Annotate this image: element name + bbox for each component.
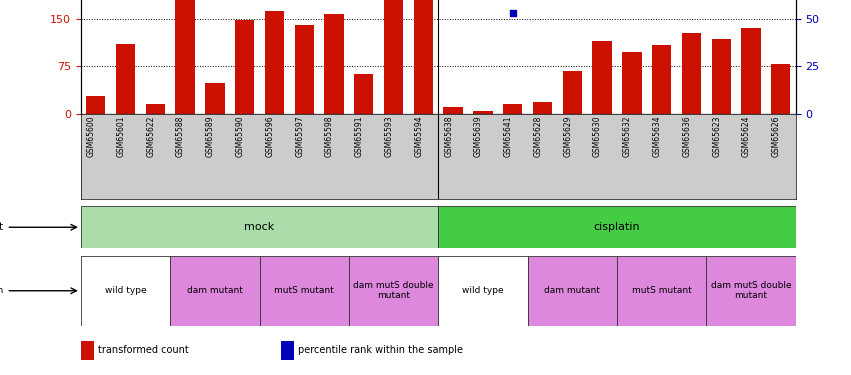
Text: wild type: wild type — [462, 286, 504, 295]
Text: transformed count: transformed count — [98, 345, 189, 355]
Bar — [533, 102, 552, 114]
Bar — [563, 70, 582, 114]
Bar — [354, 75, 374, 114]
Bar — [528, 256, 617, 326]
Bar — [384, 0, 403, 114]
Text: GSM65628: GSM65628 — [534, 116, 542, 157]
Text: GSM65622: GSM65622 — [146, 116, 155, 157]
Text: GSM65588: GSM65588 — [176, 116, 186, 157]
Point — [505, 10, 519, 16]
Bar — [260, 256, 349, 326]
Bar — [116, 44, 135, 114]
Text: GSM65639: GSM65639 — [474, 116, 483, 157]
Text: GSM65632: GSM65632 — [623, 116, 631, 157]
Text: GSM65598: GSM65598 — [325, 116, 334, 157]
Bar — [294, 25, 314, 114]
Text: dam mutant: dam mutant — [187, 286, 243, 295]
Text: agent: agent — [0, 222, 3, 232]
Text: GSM65594: GSM65594 — [414, 116, 424, 157]
Bar — [503, 104, 523, 114]
Text: GSM65600: GSM65600 — [87, 116, 95, 157]
Text: GSM65597: GSM65597 — [295, 116, 305, 157]
Bar — [622, 52, 642, 114]
Bar — [473, 111, 493, 114]
Text: mock: mock — [244, 222, 275, 232]
Text: dam mutS double
mutant: dam mutS double mutant — [353, 281, 434, 300]
Bar — [438, 206, 796, 248]
Text: GSM65601: GSM65601 — [117, 116, 126, 157]
Bar — [86, 96, 106, 114]
Bar — [771, 64, 791, 114]
Bar — [81, 341, 94, 360]
Text: GSM65624: GSM65624 — [742, 116, 751, 157]
Bar — [324, 13, 344, 114]
Bar — [617, 256, 706, 326]
Bar — [175, 0, 195, 114]
Text: dam mutS double
mutant: dam mutS double mutant — [711, 281, 791, 300]
Text: percentile rank within the sample: percentile rank within the sample — [298, 345, 463, 355]
Text: GSM65591: GSM65591 — [355, 116, 364, 157]
Text: GSM65641: GSM65641 — [504, 116, 512, 157]
Bar — [711, 39, 731, 114]
Bar — [706, 256, 796, 326]
Bar — [741, 28, 761, 114]
Bar — [235, 20, 254, 114]
Text: GSM65629: GSM65629 — [563, 116, 572, 157]
Bar — [146, 104, 165, 114]
Bar — [265, 10, 284, 114]
Text: mutS mutant: mutS mutant — [274, 286, 334, 295]
Bar — [205, 83, 225, 114]
Text: GSM65626: GSM65626 — [772, 116, 780, 157]
Text: GSM65634: GSM65634 — [653, 116, 661, 157]
Text: GSM65590: GSM65590 — [236, 116, 245, 157]
Bar — [414, 0, 433, 114]
Bar — [281, 341, 294, 360]
Bar — [170, 256, 260, 326]
Text: GSM65638: GSM65638 — [444, 116, 453, 157]
Text: GSM65593: GSM65593 — [385, 116, 393, 157]
Text: cisplatin: cisplatin — [594, 222, 640, 232]
Text: mutS mutant: mutS mutant — [631, 286, 692, 295]
Bar — [592, 41, 612, 114]
Text: GSM65630: GSM65630 — [593, 116, 602, 157]
Bar — [349, 256, 438, 326]
Bar — [652, 45, 671, 114]
Text: dam mutant: dam mutant — [545, 286, 600, 295]
Text: genotype/variation: genotype/variation — [0, 286, 3, 295]
Bar — [438, 256, 528, 326]
Bar — [682, 33, 701, 114]
Bar — [81, 206, 438, 248]
Text: GSM65589: GSM65589 — [206, 116, 214, 157]
Text: GSM65596: GSM65596 — [266, 116, 274, 157]
Text: wild type: wild type — [105, 286, 146, 295]
Text: GSM65636: GSM65636 — [683, 116, 691, 157]
Text: GSM65623: GSM65623 — [712, 116, 721, 157]
Bar — [443, 107, 463, 114]
Bar — [81, 256, 170, 326]
